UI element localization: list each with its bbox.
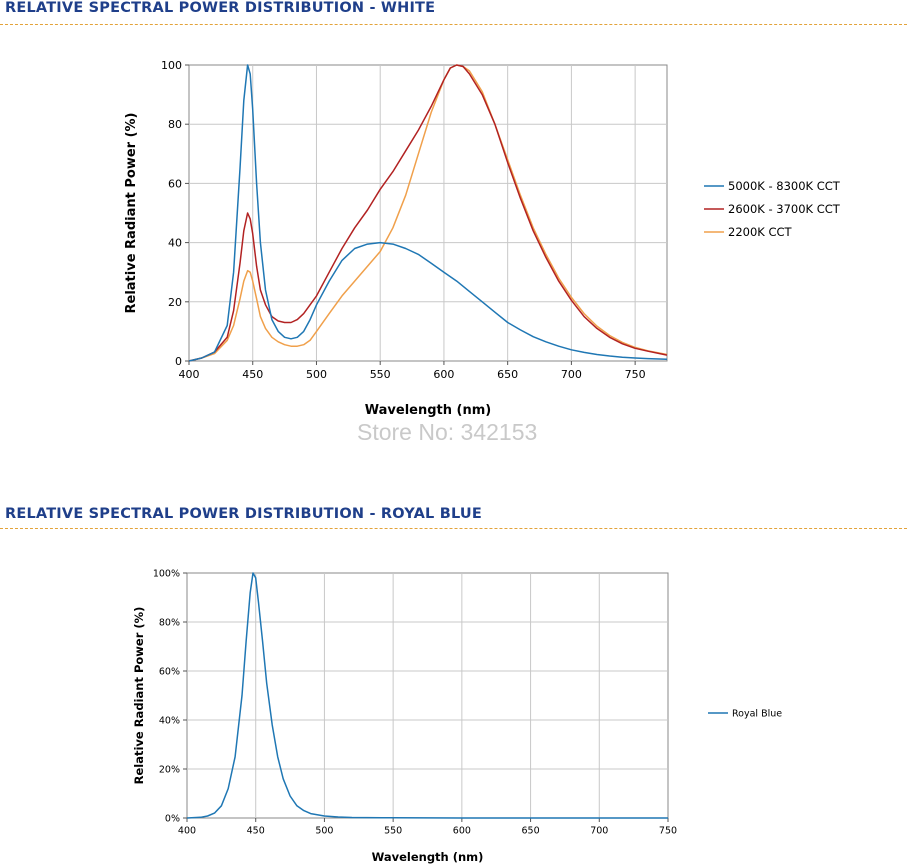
chart2-y-tick-label: 0% bbox=[165, 813, 180, 824]
chart1-legend-label: 2200K CCT bbox=[728, 225, 793, 239]
chart2-y-tick-label: 80% bbox=[159, 617, 180, 628]
chart2-x-tick-label: 550 bbox=[384, 826, 402, 837]
chart2-x-axis-title: Wavelength (nm) bbox=[372, 850, 484, 864]
chart1-x-tick-label: 450 bbox=[242, 368, 263, 381]
chart1-y-tick-label: 60 bbox=[168, 177, 182, 190]
chart1-legend-label: 5000K - 8300K CCT bbox=[728, 179, 841, 193]
chart2-y-tick-label: 60% bbox=[159, 666, 180, 677]
chart2-x-tick-label: 400 bbox=[178, 826, 196, 837]
chart2-x-tick-label: 600 bbox=[453, 826, 471, 837]
chart2-y-axis-title: Relative Radiant Power (%) bbox=[132, 607, 146, 785]
chart2-plot-frame bbox=[186, 572, 669, 819]
store-watermark: Store No: 342153 bbox=[357, 419, 538, 445]
chart1-x-axis-title: Wavelength (nm) bbox=[365, 403, 491, 418]
chart1-x-tick-label: 600 bbox=[433, 368, 454, 381]
chart1-series-2600k-3700k-cct bbox=[188, 64, 668, 362]
chart1-y-tick-label: 40 bbox=[168, 237, 182, 250]
chart1-x-tick-label: 750 bbox=[625, 368, 646, 381]
chart1-y-axis-title: Relative Radiant Power (%) bbox=[124, 113, 139, 314]
chart1-series-5000k-8300k-cct bbox=[188, 64, 668, 362]
chart2-x-tick-label: 450 bbox=[247, 826, 265, 837]
chart2-x-tick-label: 650 bbox=[522, 826, 540, 837]
section-title-white: RELATIVE SPECTRAL POWER DISTRIBUTION - W… bbox=[5, 0, 436, 16]
chart1-legend-label: 2600K - 3700K CCT bbox=[728, 202, 841, 216]
chart2-x-tick-label: 750 bbox=[659, 826, 677, 837]
chart2-y-tick-label: 40% bbox=[159, 715, 180, 726]
chart1-y-tick-label: 20 bbox=[168, 296, 182, 309]
chart2-x-tick-label: 500 bbox=[315, 826, 333, 837]
chart2-y-tick-label: 20% bbox=[159, 764, 180, 775]
chart1-series-2200k-cct bbox=[188, 64, 668, 362]
chart1-x-tick-label: 700 bbox=[561, 368, 582, 381]
chart1-x-tick-label: 650 bbox=[497, 368, 518, 381]
chart1-x-tick-label: 550 bbox=[370, 368, 391, 381]
chart2-y-tick-label: 100% bbox=[153, 568, 180, 579]
section-divider-white bbox=[0, 24, 907, 25]
chart1-x-tick-label: 400 bbox=[179, 368, 200, 381]
chart1-y-tick-label: 80 bbox=[168, 118, 182, 131]
section-divider-royal-blue bbox=[0, 528, 907, 529]
chart1-x-tick-label: 500 bbox=[306, 368, 327, 381]
chart1-y-tick-label: 100 bbox=[161, 59, 182, 72]
chart2-x-tick-label: 700 bbox=[590, 826, 608, 837]
chart2-series-royal-blue bbox=[186, 572, 668, 819]
chart1-y-tick-label: 0 bbox=[175, 355, 182, 368]
section-title-royal-blue: RELATIVE SPECTRAL POWER DISTRIBUTION - R… bbox=[5, 506, 482, 522]
chart2-legend-label: Royal Blue bbox=[732, 708, 782, 719]
